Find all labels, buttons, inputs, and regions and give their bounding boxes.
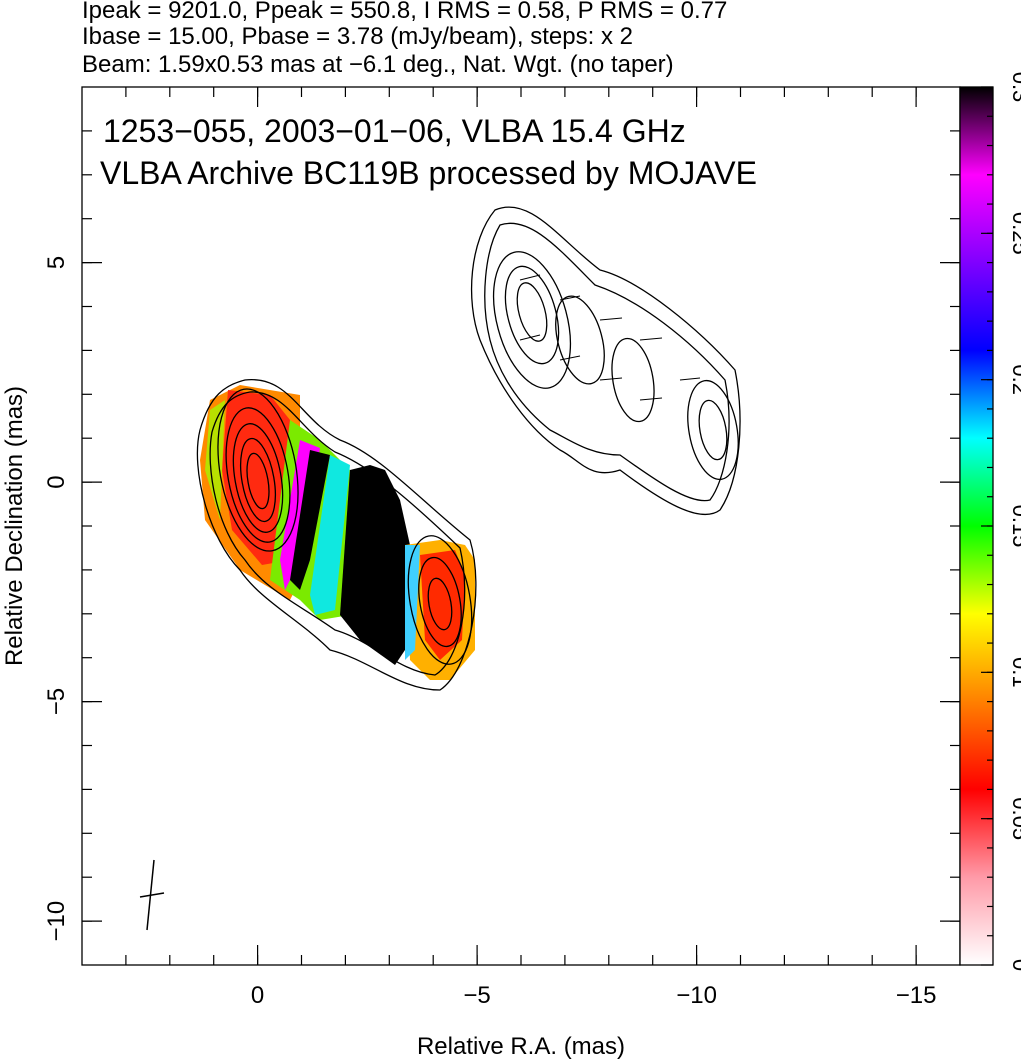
contour — [698, 399, 728, 461]
y-axis-label: Relative Declination (mas) — [1, 386, 28, 666]
contour — [217, 388, 299, 552]
contour — [687, 379, 739, 481]
x-tick-label: −10 — [676, 982, 717, 1009]
y-tick-label: 0 — [43, 475, 70, 488]
x-tick-label: 0 — [251, 982, 264, 1009]
contour — [555, 295, 605, 385]
contour — [418, 556, 462, 648]
pol-vectors — [519, 274, 701, 401]
contour — [611, 337, 655, 423]
contour — [427, 577, 453, 631]
contour — [492, 251, 572, 389]
annotation: VLBA Archive BC119B processed by MOJAVE — [100, 155, 757, 191]
y-tick-label: −5 — [43, 688, 70, 715]
contour — [407, 535, 473, 665]
colorbar-tick-label: 0.2 — [1008, 364, 1021, 395]
pol-region — [290, 450, 330, 590]
contour — [471, 206, 741, 515]
contour — [504, 265, 560, 365]
pol-region — [310, 455, 350, 615]
contour — [246, 452, 270, 510]
image-layer — [139, 206, 741, 931]
contour — [239, 437, 277, 523]
header-line: Beam: 1.59x0.53 mas at −6.1 deg., Nat. W… — [82, 51, 674, 78]
pol-region — [205, 400, 225, 520]
x-tick-label: −5 — [463, 982, 490, 1009]
contour — [516, 282, 548, 342]
pol-region — [222, 390, 290, 565]
pol-region — [340, 465, 410, 665]
x-axis-label: Relative R.A. (mas) — [417, 1033, 625, 1060]
colorbar-tick-label: 0.25 — [1008, 212, 1021, 255]
annotation: 1253−055, 2003−01−06, VLBA 15.4 GHz — [103, 113, 686, 149]
contour — [196, 379, 477, 691]
colorbar-tick-label: 0.3 — [1008, 72, 1021, 103]
header-line: Ipeak = 9201.0, Ppeak = 550.8, I RMS = 0… — [82, 0, 727, 24]
header-line: Ibase = 15.00, Pbase = 3.78 (mJy/beam), … — [82, 23, 633, 50]
contour — [484, 222, 730, 502]
y-tick-label: −10 — [43, 901, 70, 942]
contour — [209, 391, 466, 676]
y-tick-label: 5 — [43, 256, 70, 269]
beam — [139, 892, 165, 898]
colorbar-tick-label: 0.15 — [1008, 505, 1021, 548]
contour — [232, 423, 284, 533]
colorbar-tick-label: 0.05 — [1008, 797, 1021, 840]
x-tick-label: −15 — [896, 982, 937, 1009]
colorbar-tick-label: 0 — [1008, 959, 1021, 971]
colorbar-tick-label: 0.1 — [1008, 657, 1021, 688]
contour — [225, 407, 291, 543]
